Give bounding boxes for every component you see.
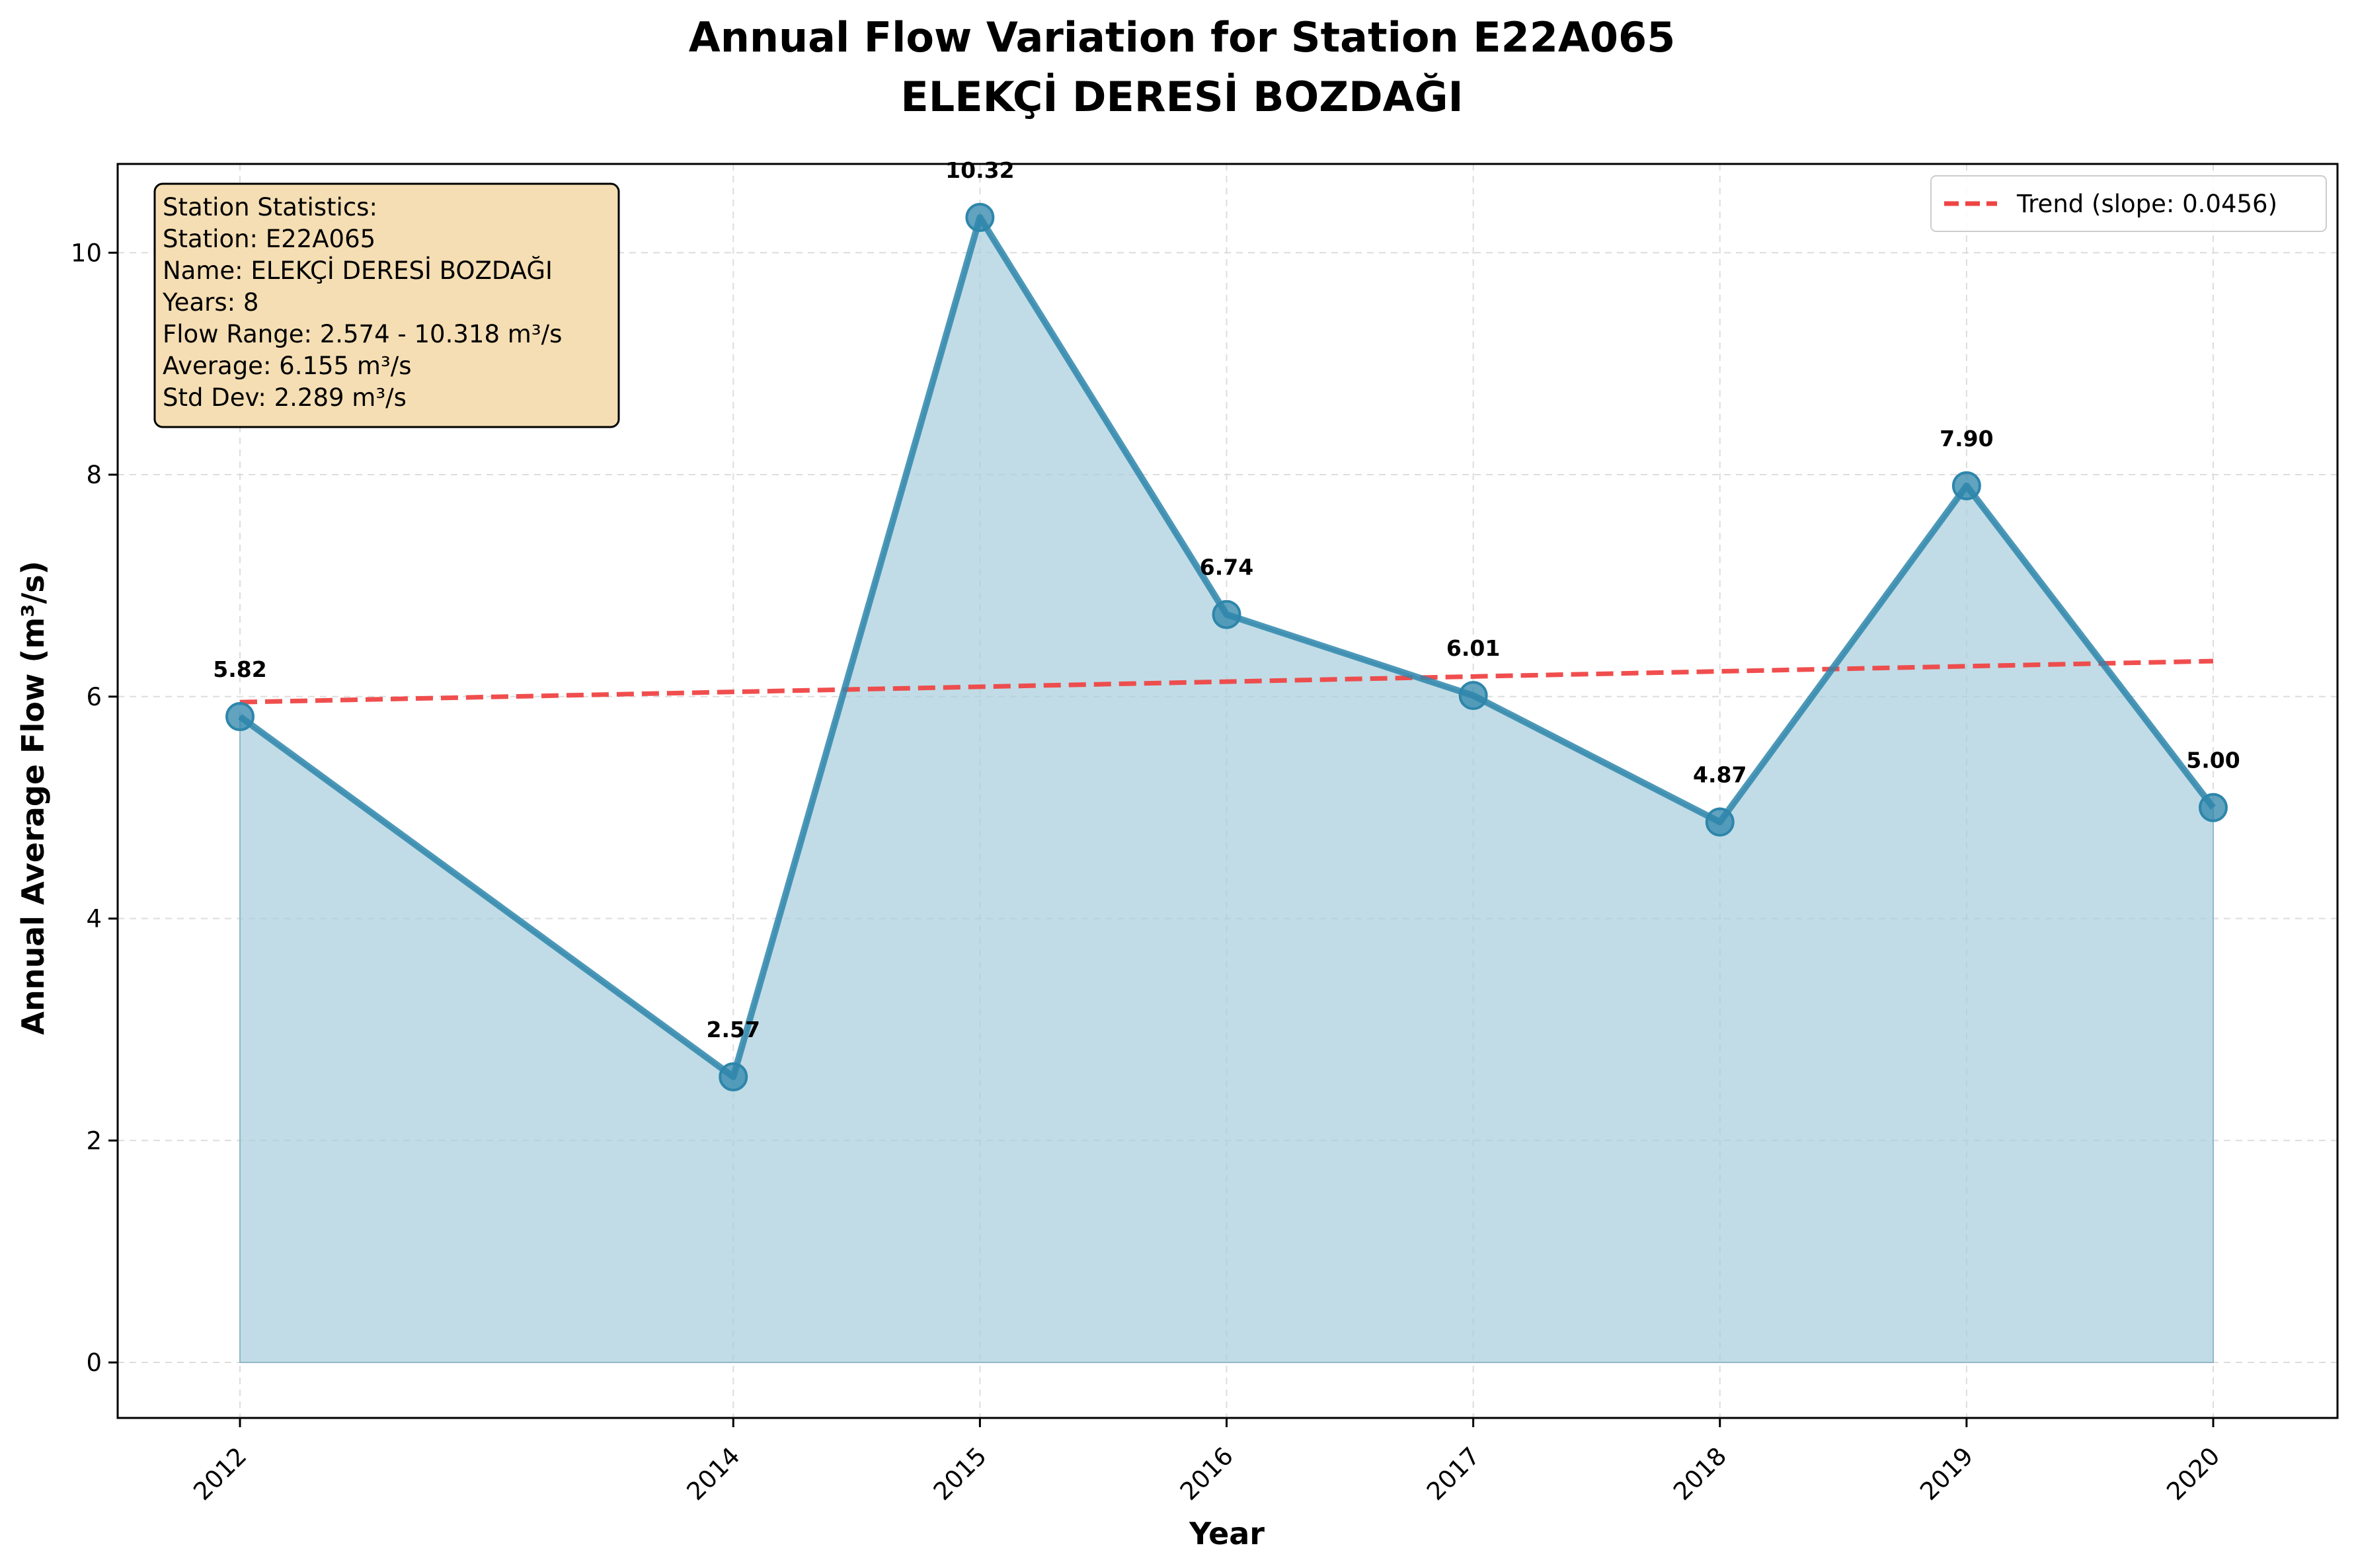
data-point	[1705, 807, 1735, 837]
stats-line: Name: ELEKÇİ DERESİ BOZDAĞI	[163, 256, 553, 285]
data-label: 2.57	[707, 1017, 760, 1042]
chart-subtitle: ELEKÇİ DERESİ BOZDAĞI	[900, 73, 1463, 121]
y-tick-label: 0	[86, 1349, 102, 1377]
y-tick-label: 10	[71, 239, 102, 267]
x-tick-label: 2014	[682, 1442, 746, 1506]
data-label: 6.01	[1446, 635, 1500, 661]
data-point	[1951, 471, 1981, 500]
data-label: 4.87	[1693, 762, 1747, 788]
data-label: 6.74	[1200, 555, 1253, 580]
stats-box	[153, 182, 620, 428]
x-tick-label: 2018	[1668, 1442, 1732, 1506]
x-tick-label: 2012	[188, 1442, 252, 1506]
data-label: 5.00	[2186, 748, 2240, 773]
data-point	[225, 702, 255, 732]
x-tick-label: 2020	[2161, 1442, 2225, 1506]
data-point	[965, 202, 995, 232]
data-label: 7.90	[1940, 426, 1993, 451]
y-tick-label: 2	[86, 1126, 102, 1155]
chart-title: Annual Flow Variation for Station E22A06…	[689, 13, 1676, 61]
y-tick-label: 8	[86, 461, 102, 489]
legend-trend-label: Trend (slope: 0.0456)	[2016, 190, 2277, 218]
data-label: 10.32	[945, 157, 1014, 183]
x-axis-label: Year	[1189, 1516, 1265, 1551]
y-tick-label: 6	[86, 683, 102, 711]
y-axis-label: Annual Average Flow (m³/s)	[15, 561, 51, 1035]
stats-line: Station: E22A065	[163, 225, 375, 253]
x-tick-label: 2016	[1175, 1442, 1239, 1506]
stats-line: Flow Range: 2.574 - 10.318 m³/s	[163, 320, 562, 348]
x-tick-label: 2019	[1914, 1442, 1979, 1506]
data-label: 5.82	[213, 656, 266, 682]
data-point	[1458, 681, 1488, 711]
flow-line	[238, 214, 2216, 1080]
stats-line: Average: 6.155 m³/s	[163, 352, 411, 380]
stats-line: Station Statistics:	[163, 193, 377, 221]
y-tick-label: 4	[86, 905, 102, 933]
data-point	[1212, 600, 1241, 629]
trend-line	[239, 658, 2214, 705]
data-point	[719, 1062, 748, 1091]
stats-line: Years: 8	[162, 288, 258, 317]
legend-box	[1930, 175, 2327, 232]
stats-line: Std Dev: 2.289 m³/s	[163, 383, 407, 412]
x-tick-label: 2017	[1421, 1442, 1485, 1506]
data-point	[2199, 793, 2228, 822]
x-tick-label: 2015	[928, 1442, 992, 1506]
